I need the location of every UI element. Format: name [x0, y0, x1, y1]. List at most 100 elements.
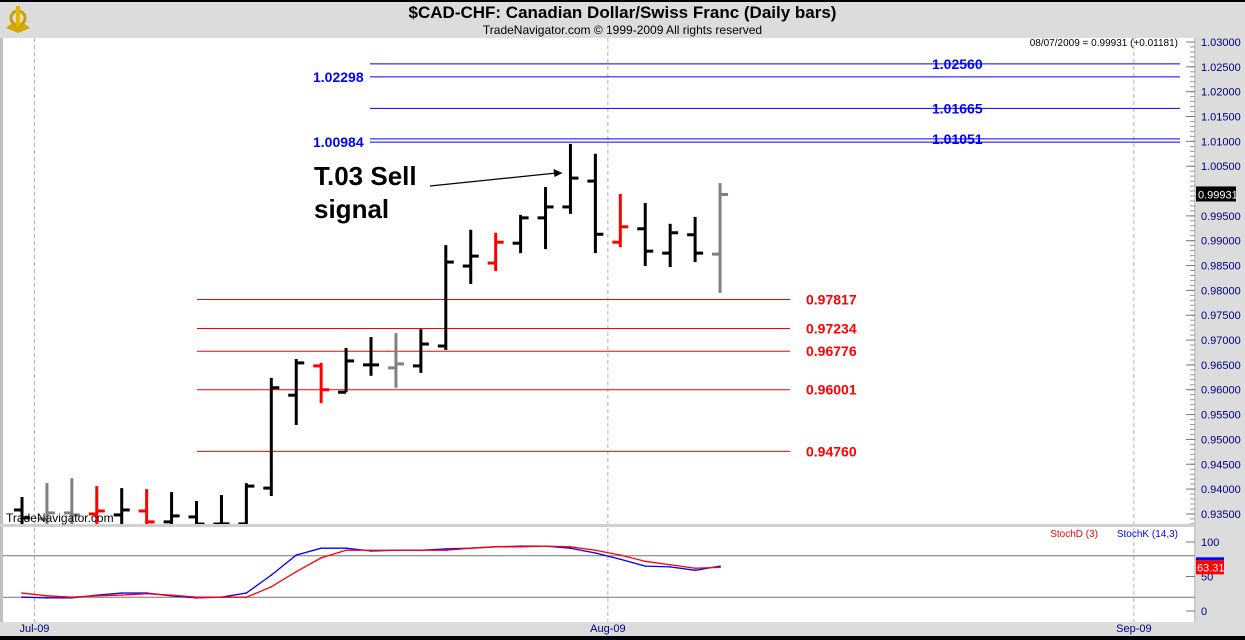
stoch-y-tick-label: 100: [1201, 537, 1219, 549]
ohlc-bar: [412, 329, 429, 373]
stoch-point: [295, 554, 298, 556]
stoch-point: [46, 595, 48, 597]
y-tick-label: 1.01500: [1201, 112, 1241, 124]
ohlc-bar: [313, 362, 330, 404]
stoch-point: [644, 565, 647, 567]
stochd-last-box: [1196, 560, 1224, 575]
x-tick-label: Sep-09: [1116, 623, 1151, 635]
ohlc-bar: [462, 229, 479, 284]
level-label: 0.97234: [806, 320, 857, 336]
y-tick-label: 1.01000: [1201, 136, 1241, 148]
stoch-point: [669, 566, 671, 568]
y-tick-label: 0.98500: [1201, 261, 1241, 273]
ohlc-bar: [662, 223, 679, 268]
y-tick-label: 1.03000: [1201, 37, 1241, 49]
stoch-point: [145, 592, 148, 595]
stoch-point: [719, 565, 721, 567]
y-tick-label: 0.95500: [1201, 410, 1241, 422]
stoch-point: [719, 566, 721, 569]
stoch-point: [395, 549, 397, 552]
stoch-point: [170, 594, 173, 596]
stoch-point: [21, 596, 23, 598]
x-tick-label: Aug-09: [590, 623, 625, 635]
y-tick-label: 1.02000: [1201, 87, 1241, 99]
stoch-point: [445, 549, 447, 552]
stoch-point: [21, 592, 23, 594]
stoch-point: [669, 563, 671, 566]
arrow-head-icon: [553, 169, 563, 177]
stoch-point: [120, 594, 123, 596]
stoch-point: [619, 554, 622, 556]
annotation-arrow: [429, 172, 557, 187]
stoch-point: [569, 547, 572, 550]
stoch-point: [245, 596, 248, 598]
stoch-panel: [0, 527, 1196, 622]
ohlc-bar: [387, 333, 404, 388]
stoch-point: [544, 545, 547, 547]
level-label: 0.96001: [806, 382, 857, 398]
level-label: 1.02560: [932, 56, 983, 72]
stoch-point: [245, 592, 248, 594]
y-tick-label: 0.97500: [1201, 310, 1241, 322]
price-panel: [0, 38, 1196, 525]
level-label: 0.96776: [806, 343, 857, 359]
stoch-point: [619, 558, 622, 561]
ohlc-bar: [63, 478, 80, 524]
y-tick-label: 0.94000: [1201, 484, 1241, 496]
stoch-point: [320, 557, 322, 559]
ohlc-bar: [288, 358, 305, 426]
ohlc-bar: [338, 348, 355, 394]
ohlc-bar: [637, 202, 654, 267]
stoch-point: [694, 567, 696, 570]
stoch-point: [445, 548, 447, 550]
annotation-line1: T.03 Sell: [314, 161, 417, 191]
chart-title: $CAD-CHF: Canadian Dollar/Swiss Franc (D…: [408, 3, 837, 22]
y-tick-label: 0.99000: [1201, 236, 1241, 248]
ohlc-bar: [38, 483, 55, 524]
y-tick-label: 0.98000: [1201, 285, 1241, 297]
stoch-point: [320, 547, 322, 550]
stoch-point: [494, 546, 497, 548]
stoch-point: [519, 546, 522, 548]
stoch-y-tick-label: 0: [1201, 606, 1207, 618]
y-tick-label: 0.93500: [1201, 509, 1241, 521]
stoch-point: [569, 546, 572, 548]
level-label: 1.01051: [932, 131, 983, 147]
ohlc-bar: [238, 483, 255, 526]
window-top-border: [0, 0, 1245, 2]
price-readout: 08/07/2009 = 0.99931 (+0.01181): [1030, 38, 1178, 49]
ohlc-bar: [138, 489, 155, 524]
ohlc-bar: [437, 245, 454, 350]
level-label: 1.00984: [313, 134, 364, 150]
stoch-point: [295, 570, 298, 573]
y-tick-label: 0.99500: [1201, 211, 1241, 223]
level-label: 0.94760: [806, 443, 857, 459]
ohlc-bar: [712, 183, 729, 293]
legend-stochd: StochD (3): [1050, 529, 1098, 540]
stoch-point: [469, 547, 472, 550]
ohlc-bar: [363, 337, 380, 376]
stochd-last-label: 63.31: [1197, 562, 1225, 574]
y-tick-label: 0.96000: [1201, 385, 1241, 397]
ohlc-bar: [487, 232, 504, 272]
stoch-point: [345, 549, 347, 552]
stoch-point: [220, 596, 223, 598]
level-label: 0.97817: [806, 291, 857, 307]
ohlc-bar: [88, 486, 105, 524]
stoch-point: [345, 547, 347, 550]
stoch-point: [71, 596, 73, 598]
stoch-point: [420, 549, 422, 552]
watermark: TradeNavigator.com: [6, 511, 114, 525]
window-bottom-border: [0, 636, 1245, 640]
tradenavigator-logo: [3, 4, 33, 39]
y-tick-label: 1.02500: [1201, 62, 1241, 74]
stoch-point: [594, 552, 597, 554]
ohlc-bar: [562, 143, 579, 214]
ohlc-bar: [163, 492, 180, 524]
legend-stochk: StochK (14,3): [1117, 529, 1178, 540]
stoch-point: [694, 569, 696, 572]
chart-subtitle: TradeNavigator.com © 1999-2009 All right…: [482, 23, 763, 37]
stoch-point: [120, 592, 123, 594]
y-tick-label: 1.00500: [1201, 161, 1241, 173]
